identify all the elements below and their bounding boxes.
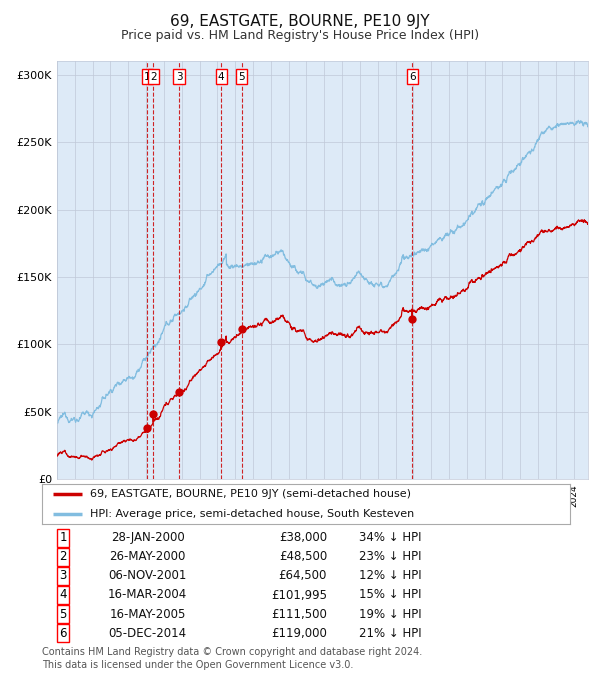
Text: £64,500: £64,500 <box>279 569 327 583</box>
Text: £119,000: £119,000 <box>271 626 327 640</box>
Text: £101,995: £101,995 <box>271 588 327 602</box>
Text: 28-JAN-2000: 28-JAN-2000 <box>111 531 184 545</box>
Text: 2: 2 <box>150 71 157 82</box>
Text: 16-MAY-2005: 16-MAY-2005 <box>109 607 186 621</box>
Text: 16-MAR-2004: 16-MAR-2004 <box>108 588 187 602</box>
Text: 15% ↓ HPI: 15% ↓ HPI <box>359 588 421 602</box>
Text: £38,000: £38,000 <box>279 531 327 545</box>
Text: 12% ↓ HPI: 12% ↓ HPI <box>359 569 421 583</box>
Text: 6: 6 <box>59 626 67 640</box>
Text: HPI: Average price, semi-detached house, South Kesteven: HPI: Average price, semi-detached house,… <box>89 509 414 519</box>
Text: 1: 1 <box>144 71 151 82</box>
Text: 4: 4 <box>59 588 67 602</box>
Text: 1: 1 <box>59 531 67 545</box>
Text: 26-MAY-2000: 26-MAY-2000 <box>109 550 186 564</box>
Text: 23% ↓ HPI: 23% ↓ HPI <box>359 550 421 564</box>
Text: 19% ↓ HPI: 19% ↓ HPI <box>359 607 421 621</box>
Text: 06-NOV-2001: 06-NOV-2001 <box>109 569 187 583</box>
Text: 3: 3 <box>59 569 67 583</box>
Text: Contains HM Land Registry data © Crown copyright and database right 2024.: Contains HM Land Registry data © Crown c… <box>42 647 422 658</box>
Text: 05-DEC-2014: 05-DEC-2014 <box>109 626 187 640</box>
Text: 69, EASTGATE, BOURNE, PE10 9JY (semi-detached house): 69, EASTGATE, BOURNE, PE10 9JY (semi-det… <box>89 489 410 499</box>
Text: 3: 3 <box>176 71 182 82</box>
Text: £48,500: £48,500 <box>279 550 327 564</box>
Text: 69, EASTGATE, BOURNE, PE10 9JY: 69, EASTGATE, BOURNE, PE10 9JY <box>170 14 430 29</box>
Text: 2: 2 <box>59 550 67 564</box>
Text: £111,500: £111,500 <box>271 607 327 621</box>
Text: 34% ↓ HPI: 34% ↓ HPI <box>359 531 421 545</box>
Text: This data is licensed under the Open Government Licence v3.0.: This data is licensed under the Open Gov… <box>42 660 353 670</box>
Text: 21% ↓ HPI: 21% ↓ HPI <box>359 626 421 640</box>
Text: 5: 5 <box>238 71 245 82</box>
Text: 4: 4 <box>218 71 224 82</box>
Text: 6: 6 <box>409 71 415 82</box>
Text: Price paid vs. HM Land Registry's House Price Index (HPI): Price paid vs. HM Land Registry's House … <box>121 29 479 41</box>
Text: 5: 5 <box>59 607 67 621</box>
